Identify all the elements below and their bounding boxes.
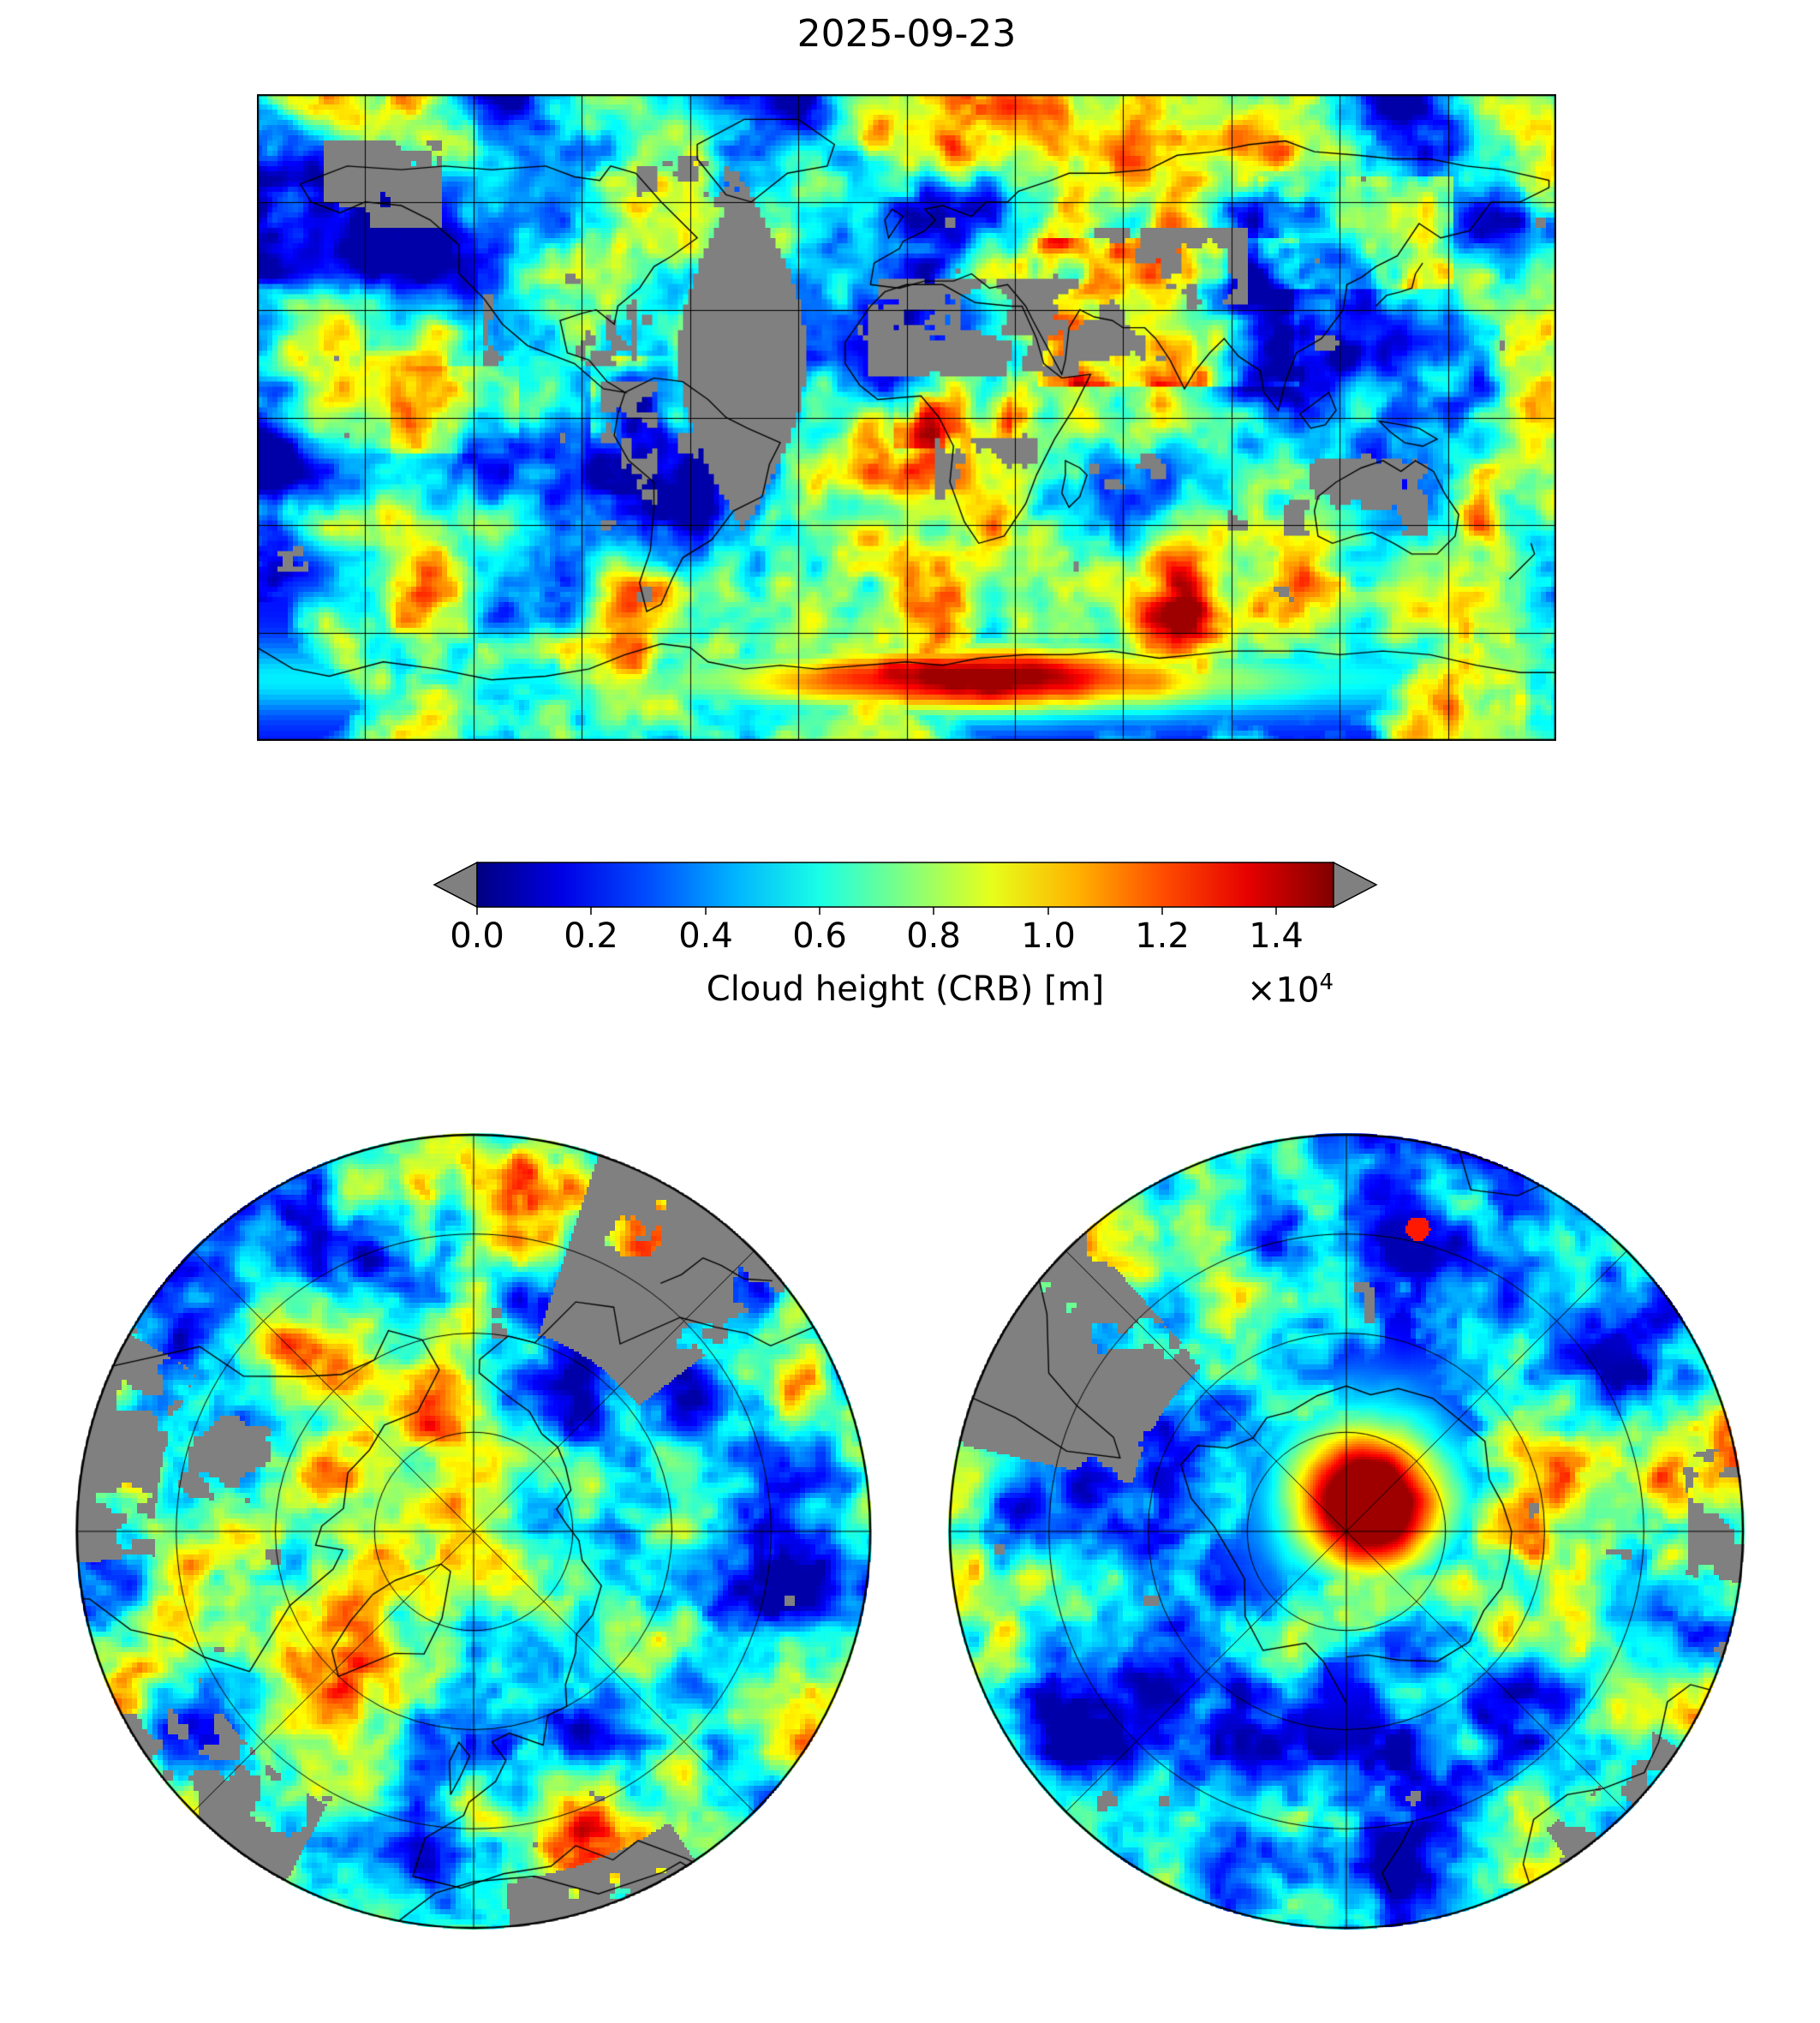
colorbar-tick-label: 0.2 bbox=[564, 916, 618, 956]
colorbar-tick-label: 0.0 bbox=[450, 916, 504, 956]
colorbar-tick-label: 0.8 bbox=[906, 916, 961, 956]
colorbar-tick-label: 0.4 bbox=[678, 916, 733, 956]
colorbar-label: Cloud height (CRB) [m] bbox=[706, 970, 1105, 1009]
colorbar-scale-exponent: 4 bbox=[1319, 970, 1334, 995]
north-polar-overlay-canvas bbox=[75, 1133, 872, 1930]
colorbar-tick-label: 1.2 bbox=[1135, 916, 1190, 956]
colorbar-tick-label: 1.0 bbox=[1021, 916, 1076, 956]
colorbar-tick-label: 1.4 bbox=[1249, 916, 1304, 956]
colorbar bbox=[433, 862, 1378, 915]
north-polar-map-panel bbox=[75, 1133, 872, 1930]
global-map-panel bbox=[257, 94, 1556, 741]
colorbar-tick-label: 0.6 bbox=[792, 916, 847, 956]
south-polar-map-panel bbox=[948, 1133, 1745, 1930]
south-polar-overlay-canvas bbox=[948, 1133, 1745, 1930]
colorbar-scale-factor: ×104 bbox=[1145, 970, 1334, 1010]
global-map-overlay-canvas bbox=[257, 94, 1556, 741]
colorbar-scale-base: ×10 bbox=[1247, 970, 1320, 1011]
figure-title: 2025-09-23 bbox=[797, 12, 1017, 56]
